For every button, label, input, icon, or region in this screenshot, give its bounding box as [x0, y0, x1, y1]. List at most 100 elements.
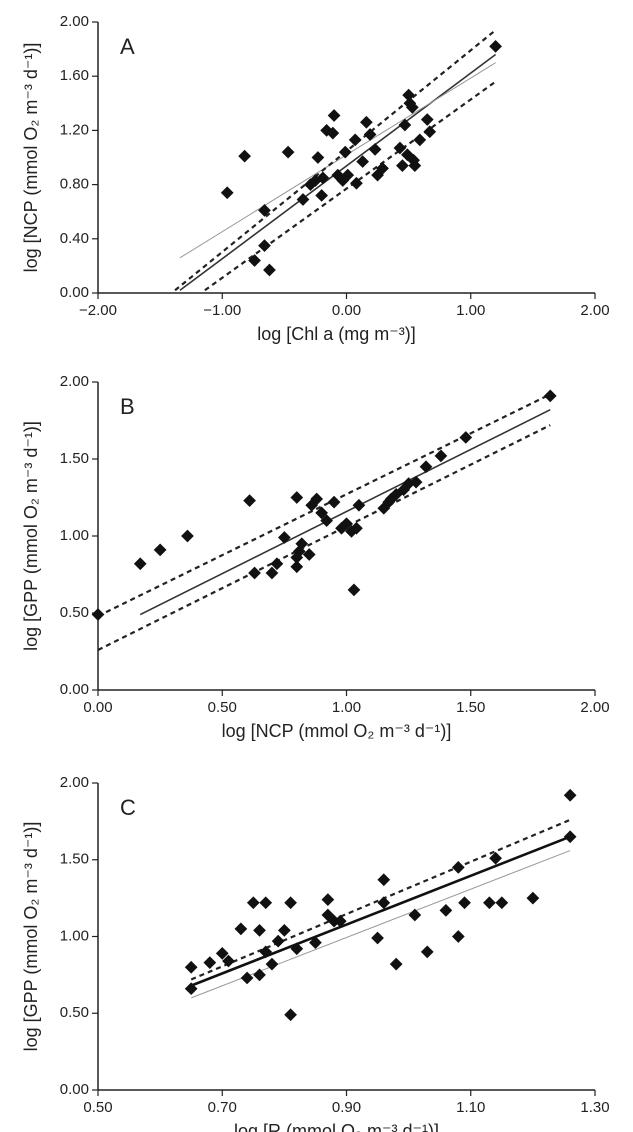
- y-tick-label: 0.50: [60, 1004, 89, 1021]
- data-point: [350, 176, 363, 190]
- data-point: [563, 788, 577, 802]
- fit-line: [204, 80, 497, 292]
- x-tick-label: 1.30: [580, 1099, 609, 1116]
- data-point: [338, 145, 352, 159]
- data-point: [278, 531, 291, 544]
- x-axis-label: log [Chl a (mg m⁻³)]: [257, 324, 416, 344]
- data-point: [423, 125, 437, 139]
- data-point: [398, 118, 412, 132]
- data-point: [253, 968, 266, 982]
- data-point: [220, 186, 234, 200]
- data-point: [451, 861, 465, 874]
- panel: 0.00 0.40 0.80 1.20 1.60 2.00 −2.00 −1.00 0.00 1.…: [21, 13, 610, 344]
- y-tick-label: 0.00: [60, 681, 89, 698]
- data-point: [458, 896, 471, 910]
- data-point: [284, 896, 297, 910]
- data-point: [376, 161, 389, 175]
- data-point: [316, 171, 330, 185]
- data-point: [393, 141, 407, 155]
- data-point: [459, 431, 473, 444]
- y-tick-label: 2.00: [60, 13, 89, 30]
- data-point: [377, 873, 391, 887]
- y-tick-label: 1.60: [60, 67, 89, 84]
- data-point: [439, 904, 453, 917]
- x-tick-label: 0.00: [83, 699, 112, 716]
- data-point: [371, 931, 384, 945]
- fit-line: [190, 835, 571, 987]
- x-tick-label: 1.50: [456, 699, 485, 716]
- data-point: [290, 942, 304, 956]
- fit-line: [179, 62, 496, 259]
- data-point: [360, 115, 373, 129]
- y-tick-label: 1.00: [60, 527, 89, 544]
- data-point: [451, 930, 465, 943]
- fit-line: [97, 424, 551, 651]
- x-tick-label: −2.00: [79, 302, 117, 319]
- data-point: [271, 934, 285, 948]
- x-tick-label: 1.00: [456, 302, 485, 319]
- x-tick-label: 0.90: [332, 1099, 361, 1116]
- data-point: [302, 548, 316, 561]
- fit-line: [139, 409, 551, 616]
- data-point: [363, 128, 377, 141]
- data-point: [434, 449, 448, 463]
- data-point: [243, 494, 256, 507]
- data-point: [489, 40, 502, 53]
- data-point: [310, 492, 324, 506]
- panel: 0.00 0.50 1.00 1.50 2.00 0.00 0.50 1.00 1.50 2.00…: [21, 373, 610, 741]
- data-point: [259, 896, 273, 910]
- y-axis-label: log [NCP (mmol O₂ m⁻³ d⁻¹)]: [21, 43, 41, 273]
- data-point: [356, 155, 370, 168]
- data-point: [91, 608, 105, 621]
- fit-line: [97, 393, 551, 618]
- x-tick-label: 2.00: [580, 302, 609, 319]
- data-point: [563, 830, 577, 844]
- y-tick-label: 1.00: [60, 927, 89, 944]
- data-point: [483, 896, 496, 910]
- x-axis-label: log [R (mmol O₂ m⁻³ d⁻¹)]: [234, 1121, 439, 1132]
- data-point: [259, 945, 273, 959]
- data-point: [413, 133, 427, 147]
- panel-label: B: [120, 394, 135, 419]
- data-point: [315, 189, 329, 202]
- data-point: [311, 151, 325, 164]
- data-point: [278, 923, 291, 937]
- data-point: [408, 159, 422, 172]
- data-point: [327, 495, 341, 509]
- x-tick-label: 0.50: [208, 699, 237, 716]
- data-point: [248, 566, 261, 580]
- y-axis-label: log [GPP (mmol O₂ m⁻³ d⁻¹)]: [21, 421, 41, 651]
- data-point: [347, 583, 361, 597]
- panel: 0.000.501.001.502.000.50 0.70 0.90 1.10 1.30…: [21, 774, 610, 1132]
- fit-line: [190, 818, 571, 981]
- data-point: [368, 143, 382, 156]
- y-tick-label: 1.20: [60, 121, 89, 138]
- y-tick-label: 2.00: [60, 373, 89, 390]
- data-point: [238, 149, 251, 163]
- data-point: [408, 908, 422, 922]
- data-point: [234, 922, 248, 936]
- data-point: [263, 263, 276, 277]
- data-point: [409, 475, 423, 489]
- data-point: [341, 168, 355, 182]
- x-tick-label: −1.00: [203, 302, 241, 319]
- data-point: [281, 145, 295, 159]
- data-point: [352, 498, 366, 512]
- data-point: [419, 460, 433, 474]
- data-point: [290, 491, 304, 504]
- fit-line: [174, 29, 497, 292]
- data-point: [248, 254, 261, 267]
- y-tick-label: 1.50: [60, 450, 89, 467]
- data-point: [420, 113, 434, 126]
- data-point: [526, 891, 540, 905]
- x-tick-label: 0.70: [208, 1099, 237, 1116]
- data-point: [327, 109, 341, 122]
- data-point: [184, 960, 198, 974]
- y-tick-label: 0.00: [60, 284, 89, 301]
- y-tick-label: 1.50: [60, 851, 89, 868]
- data-point: [321, 893, 335, 907]
- data-point: [181, 529, 194, 543]
- data-point: [389, 957, 403, 971]
